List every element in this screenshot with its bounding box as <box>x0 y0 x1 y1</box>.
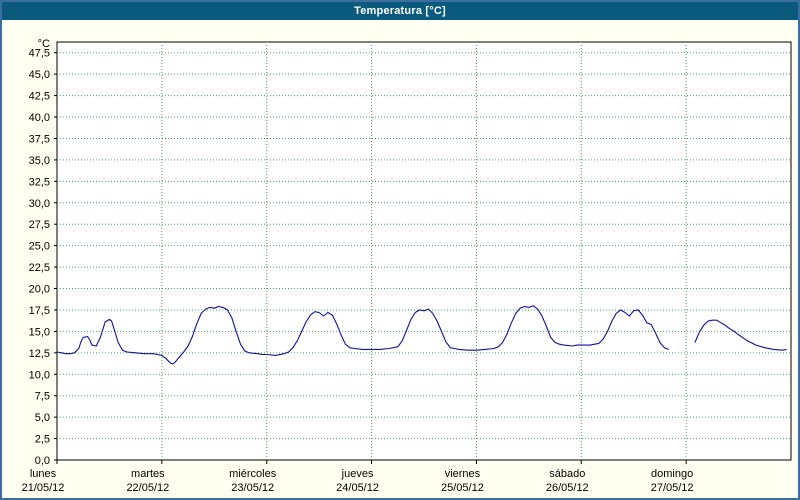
svg-text:22,5: 22,5 <box>29 262 50 274</box>
gridlines <box>54 42 791 461</box>
svg-text:35,0: 35,0 <box>29 155 50 167</box>
plot-area <box>56 41 792 461</box>
x-axis-labels: lunes 21/05/12 martes 22/05/12 miércoles 23/0… <box>22 468 694 494</box>
svg-text:10,0: 10,0 <box>29 369 50 381</box>
y-axis-unit: °C <box>38 38 50 50</box>
series-line <box>56 305 787 365</box>
svg-text:20,0: 20,0 <box>29 284 50 296</box>
x-day-name: viernes <box>445 468 481 480</box>
svg-text:40,0: 40,0 <box>29 112 50 124</box>
x-day-date: 24/05/12 <box>336 482 379 494</box>
x-day-date: 22/05/12 <box>126 482 169 494</box>
svg-text:15,0: 15,0 <box>29 326 50 338</box>
svg-text:5,0: 5,0 <box>35 412 50 424</box>
svg-text:27,5: 27,5 <box>29 219 50 231</box>
title-bar: Temperatura [°C] <box>2 2 798 20</box>
y-tick-labels: 47,5 45,0 42,5 40,0 37,5 35,0 32,5 30,0 27,5 25,0… <box>29 48 50 467</box>
svg-text:30,0: 30,0 <box>29 198 50 210</box>
svg-text:42,5: 42,5 <box>29 91 50 103</box>
svg-text:32,5: 32,5 <box>29 176 50 188</box>
x-day-date: 26/05/12 <box>546 482 589 494</box>
x-day-name: sábado <box>549 468 585 480</box>
svg-text:25,0: 25,0 <box>29 241 50 253</box>
x-day-date: 27/05/12 <box>651 482 694 494</box>
svg-text:45,0: 45,0 <box>29 69 50 81</box>
chart-container: 47,5 45,0 42,5 40,0 37,5 35,0 32,5 30,0 27,5 25,0… <box>2 20 798 498</box>
x-day-date: 21/05/12 <box>22 482 65 494</box>
svg-text:17,5: 17,5 <box>29 305 50 317</box>
x-day-date: 25/05/12 <box>441 482 484 494</box>
x-day-date: 23/05/12 <box>231 482 274 494</box>
svg-text:12,5: 12,5 <box>29 348 50 360</box>
svg-text:37,5: 37,5 <box>29 133 50 145</box>
svg-text:2,5: 2,5 <box>35 434 50 446</box>
chart-canvas: 47,5 45,0 42,5 40,0 37,5 35,0 32,5 30,0 27,5 25,0… <box>22 38 792 494</box>
x-day-name: jueves <box>341 468 374 480</box>
svg-text:0,0: 0,0 <box>35 455 50 467</box>
x-day-name: martes <box>131 468 165 480</box>
svg-text:47,5: 47,5 <box>29 48 50 60</box>
x-day-name: miércoles <box>229 468 277 480</box>
x-day-name: lunes <box>30 468 57 480</box>
chart-title: Temperatura [°C] <box>354 5 446 17</box>
x-day-name: domingo <box>651 468 693 480</box>
svg-text:7,5: 7,5 <box>35 391 50 403</box>
